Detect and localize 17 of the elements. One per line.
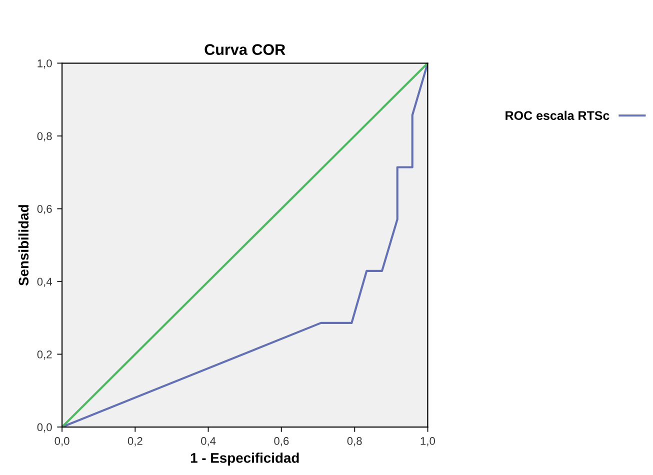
x-tick-label: 0,8 — [347, 437, 362, 446]
y-tick-label: 0,8 — [37, 132, 52, 142]
x-axis-title: 1 - Especificidad — [190, 452, 299, 466]
x-tick-label: 0,2 — [128, 437, 142, 446]
y-tick-label: 0,6 — [37, 204, 52, 214]
y-axis-title: Sensibilidad — [18, 205, 29, 286]
x-tick-label: 0,4 — [201, 437, 216, 446]
line-series — [62, 63, 428, 428]
x-tick-label: 0,0 — [54, 437, 70, 446]
x-tick-label: 1,0 — [420, 437, 436, 446]
y-tick-label: 0,4 — [37, 278, 52, 287]
legend-label: ROC escala RTSc — [506, 110, 610, 120]
y-tick-label: 1,0 — [38, 59, 52, 69]
chart-title: Curva COR — [204, 44, 286, 55]
y-tick-label: 0,2 — [37, 350, 52, 360]
y-tick-label: 0,0 — [37, 423, 52, 432]
x-tick-label: 0,6 — [274, 437, 289, 446]
